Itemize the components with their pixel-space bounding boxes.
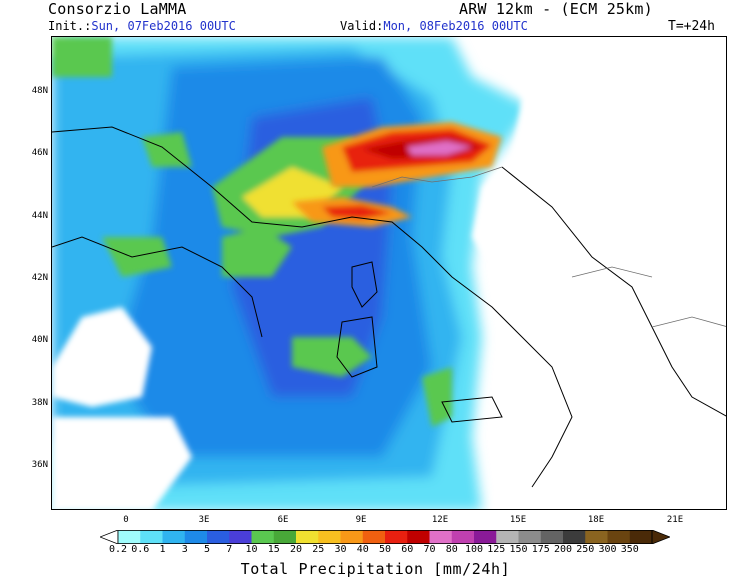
lon-label-21e: 21E xyxy=(666,515,684,525)
colorbar-swatch xyxy=(340,530,364,544)
colorbar-threshold-label: 125 xyxy=(487,544,506,555)
colorbar-threshold-label: 0.6 xyxy=(131,544,150,555)
colorbar-swatch xyxy=(140,530,163,544)
colorbar-threshold-label: 100 xyxy=(464,544,484,555)
colorbar-frame xyxy=(117,530,653,544)
lon-label-0: 0 xyxy=(123,515,129,525)
colorbar-swatch xyxy=(496,530,519,544)
colorbar-threshold-label: 30 xyxy=(334,544,347,555)
moderate-precip xyxy=(52,37,452,427)
colorbar-swatch xyxy=(474,530,497,544)
colorbar-swatch xyxy=(407,530,430,544)
colorbar xyxy=(100,530,670,544)
lead-time: T=+24h xyxy=(668,19,715,34)
colorbar-title: Total Precipitation [mm/24h] xyxy=(240,560,511,578)
lon-label-6e: 6E xyxy=(277,515,289,525)
valid-line: Valid:Mon, 08Feb2016 00UTC xyxy=(340,19,528,33)
colorbar-swatch xyxy=(273,530,297,544)
lat-label-44n: 44N xyxy=(31,211,48,221)
colorbar-swatch xyxy=(162,530,186,544)
title-right: ARW 12km - (ECM 25km) xyxy=(459,0,653,18)
colorbar-swatch xyxy=(385,530,408,544)
colorbar-threshold-label: 1 xyxy=(159,544,166,555)
colorbar-threshold-label: 70 xyxy=(423,544,436,555)
colorbar-threshold-label: 3 xyxy=(181,544,188,555)
colorbar-threshold-label: 15 xyxy=(267,544,280,555)
valid-value: Mon, 08Feb2016 00UTC xyxy=(383,19,528,33)
colorbar-swatch xyxy=(540,530,564,544)
colorbar-threshold-label: 20 xyxy=(289,544,303,555)
colorbar-threshold-label: 250 xyxy=(576,544,595,555)
init-value: Sun, 07Feb2016 00UTC xyxy=(91,19,236,33)
colorbar-swatch xyxy=(296,530,319,544)
colorbar-threshold-label: 350 xyxy=(620,544,639,555)
colorbar-threshold-label: 5 xyxy=(203,544,211,555)
colorbar-swatch xyxy=(607,530,631,544)
colorbar-threshold-label: 300 xyxy=(598,544,617,555)
colorbar-threshold-label: 80 xyxy=(445,544,458,555)
colorbar-swatch xyxy=(451,530,475,544)
colorbar-threshold-label: 7 xyxy=(226,544,233,555)
colorbar-swatch xyxy=(207,530,230,544)
lat-label-42n: 42N xyxy=(31,273,48,283)
heavy-precip-band xyxy=(292,122,502,227)
colorbar-threshold-label: 40 xyxy=(356,544,369,555)
map-canvas xyxy=(52,37,726,509)
borders xyxy=(371,166,726,328)
colorbar-threshold-label: 10 xyxy=(245,544,258,555)
colorbar-swatch xyxy=(585,530,608,544)
colorbar-threshold-label: 175 xyxy=(531,544,550,555)
colorbar-threshold-label: 0.2 xyxy=(108,544,128,555)
init-label: Init.: xyxy=(48,19,92,33)
colorbar-swatch xyxy=(629,530,653,544)
lon-label-3e: 3E xyxy=(198,515,210,525)
colorbar-arrow-high xyxy=(651,530,670,544)
colorbar-swatch xyxy=(118,530,141,544)
valid-label: Valid: xyxy=(340,19,384,33)
lon-label-12e: 12E xyxy=(431,515,449,525)
colorbar-swatch xyxy=(318,530,341,544)
colorbar-swatch xyxy=(229,530,252,544)
colorbar-swatch xyxy=(429,530,453,544)
lat-label-38n: 38N xyxy=(31,398,48,408)
lat-label-40n: 40N xyxy=(31,335,48,345)
precipitation-map xyxy=(51,36,727,510)
colorbar-swatch xyxy=(563,530,586,544)
lon-label-9e: 9E xyxy=(355,515,367,525)
colorbar-swatch xyxy=(362,530,386,544)
colorbar-swatches xyxy=(100,530,670,544)
title-left: Consorzio LaMMA xyxy=(48,0,187,18)
colorbar-threshold-label: 200 xyxy=(553,544,573,555)
lat-label-36n: 36N xyxy=(31,460,48,470)
colorbar-arrow-low xyxy=(100,530,119,544)
colorbar-threshold-label: 150 xyxy=(509,544,528,555)
colorbar-threshold-label: 60 xyxy=(401,544,414,555)
lon-label-18e: 18E xyxy=(587,515,605,525)
lat-label-46n: 46N xyxy=(31,148,48,158)
colorbar-threshold-label: 25 xyxy=(312,544,325,555)
colorbar-swatch xyxy=(251,530,275,544)
init-line: Init.:Sun, 07Feb2016 00UTC xyxy=(48,19,236,33)
colorbar-swatch xyxy=(518,530,542,544)
coastlines xyxy=(52,126,726,488)
dry-areas xyxy=(52,37,726,509)
colorbar-swatch xyxy=(184,530,208,544)
lon-label-15e: 15E xyxy=(509,515,527,525)
colorbar-threshold-label: 50 xyxy=(378,544,392,555)
lat-label-48n: 48N xyxy=(31,86,48,96)
